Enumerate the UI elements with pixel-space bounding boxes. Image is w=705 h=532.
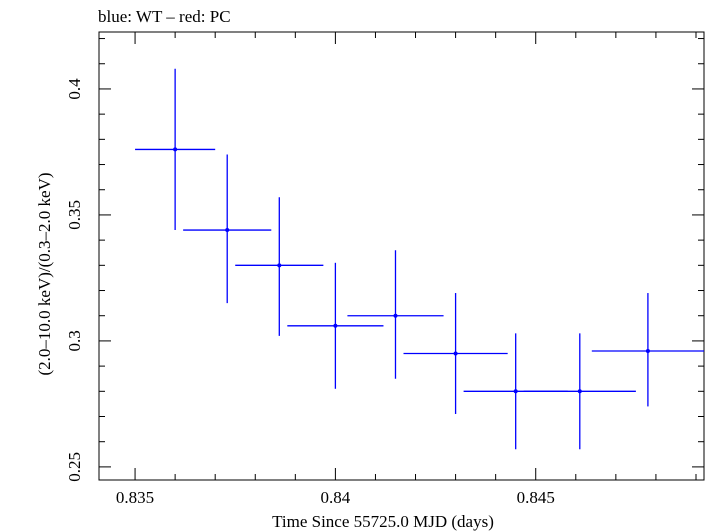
x-tick-label: 0.845 <box>517 488 555 507</box>
axis-tick-labels: 0.835 0.84 0.845 0.25 0.3 0.35 0.4 <box>65 78 555 507</box>
data-points <box>135 68 704 450</box>
data-point <box>403 293 508 414</box>
data-marker <box>393 313 398 318</box>
x-tick-label: 0.835 <box>116 488 154 507</box>
data-marker <box>225 228 230 233</box>
data-marker <box>513 389 518 394</box>
x-tick-label: 0.84 <box>321 488 351 507</box>
data-point <box>591 293 704 407</box>
y-tick-label: 0.4 <box>65 78 84 100</box>
axis-ticks <box>99 32 704 480</box>
y-tick-label: 0.35 <box>65 200 84 230</box>
y-tick-label: 0.25 <box>65 452 84 482</box>
data-marker <box>333 323 338 328</box>
data-point <box>347 250 444 379</box>
data-marker <box>277 263 282 268</box>
data-point <box>287 262 384 389</box>
data-point <box>235 197 324 336</box>
chart-title: blue: WT – red: PC <box>98 7 231 26</box>
y-axis-label: (2.0–10.0 keV)/(0.3–2.0 keV) <box>35 172 54 375</box>
data-point <box>523 333 636 450</box>
data-marker <box>453 351 458 356</box>
data-marker <box>173 147 178 152</box>
y-tick-label: 0.3 <box>65 330 84 351</box>
plot-frame <box>98 31 705 481</box>
data-point <box>183 154 272 304</box>
x-axis-label: Time Since 55725.0 MJD (days) <box>272 512 494 531</box>
data-point <box>135 68 216 231</box>
data-marker <box>645 348 650 353</box>
data-marker <box>577 389 582 394</box>
